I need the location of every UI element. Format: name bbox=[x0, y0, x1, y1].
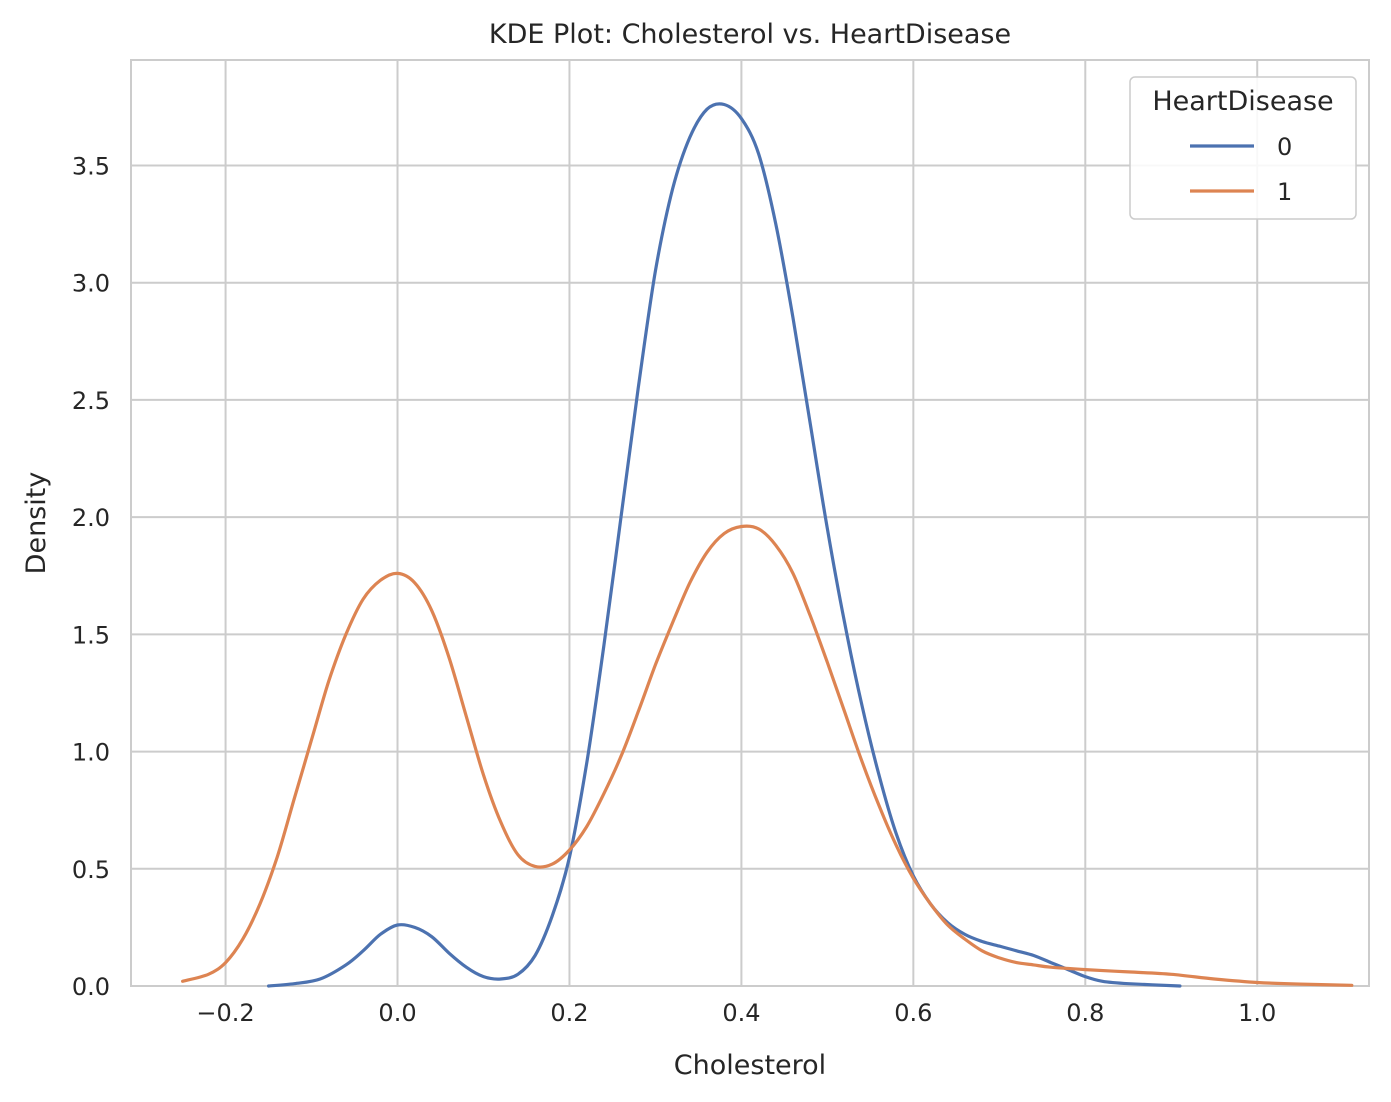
y-tick-labels: 0.0 0.5 1.0 1.5 2.0 2.5 3.0 3.5 bbox=[72, 152, 110, 1001]
legend-title: HeartDisease bbox=[1152, 86, 1333, 117]
x-tick-label: 0.2 bbox=[550, 999, 588, 1027]
y-tick-label: 3.5 bbox=[72, 152, 110, 180]
y-tick-label: 2.0 bbox=[72, 504, 110, 532]
x-tick-label: 0.0 bbox=[378, 999, 416, 1027]
series-line-1 bbox=[181, 524, 1354, 987]
x-tick-label: 0.4 bbox=[722, 999, 760, 1027]
y-tick-label: 1.5 bbox=[72, 621, 110, 649]
chart-title: KDE Plot: Cholesterol vs. HeartDisease bbox=[489, 19, 1011, 50]
y-tick-label: 3.0 bbox=[72, 270, 110, 298]
y-axis-label: Density bbox=[21, 472, 52, 575]
plot-frame bbox=[130, 59, 1370, 987]
series-layer bbox=[181, 102, 1354, 988]
x-tick-label: −0.2 bbox=[196, 999, 254, 1027]
y-tick-label: 1.0 bbox=[72, 739, 110, 767]
x-tick-label: 0.8 bbox=[1066, 999, 1104, 1027]
y-tick-label: 2.5 bbox=[72, 387, 110, 415]
legend-box bbox=[1129, 76, 1357, 220]
x-tick-label: 0.6 bbox=[894, 999, 932, 1027]
legend: HeartDisease 01 bbox=[1129, 76, 1357, 220]
x-axis-label: Cholesterol bbox=[674, 1050, 826, 1081]
x-tick-labels: −0.2 0.0 0.2 0.4 0.6 0.8 1.0 bbox=[196, 999, 1276, 1027]
legend-label-1: 1 bbox=[1277, 178, 1292, 206]
y-tick-label: 0.0 bbox=[72, 973, 110, 1001]
legend-label-0: 0 bbox=[1277, 133, 1292, 161]
y-tick-label: 0.5 bbox=[72, 856, 110, 884]
x-tick-label: 1.0 bbox=[1238, 999, 1276, 1027]
legend-entries: 01 bbox=[1190, 133, 1292, 206]
series-line-0 bbox=[267, 102, 1182, 988]
